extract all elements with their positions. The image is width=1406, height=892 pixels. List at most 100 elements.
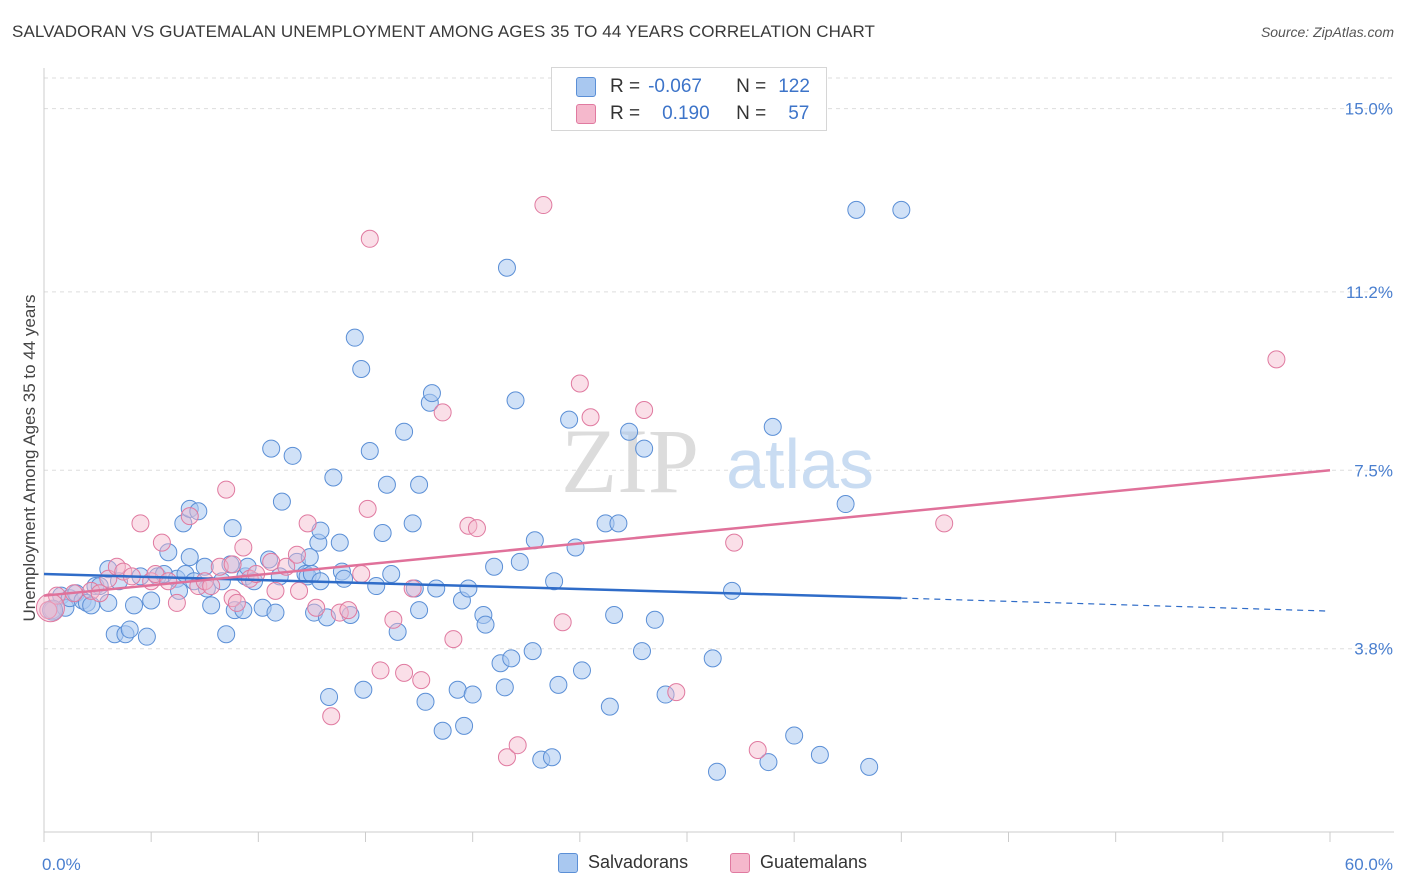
salvadorans-point [354,680,373,699]
salvadorans-point [523,642,542,661]
y-tick-label: 11.2% [1346,283,1393,302]
guatemalans-point-cluster [35,593,65,623]
salvadorans-point [416,692,435,711]
legend-n-label: N = [736,76,767,97]
guatemalans-point [725,533,744,552]
salvadorans-point [427,579,446,598]
guatemalans-point [935,514,954,533]
salvadorans-point [120,620,139,639]
salvadorans-point [506,391,525,410]
salvadorans-point [410,601,429,620]
salvadorans-point [502,649,521,668]
guatemalans-point [352,564,371,583]
legend-n-value: 122 [778,76,810,97]
salvadorans-point [262,439,281,458]
salvadorans-point [459,579,478,598]
salvadorans-point [572,661,591,680]
salvadorans-point [330,533,349,552]
salvadorans-point [860,757,879,776]
salvadorans-point [159,543,178,562]
guatemalans-point [395,663,414,682]
guatemalans-point [433,403,452,422]
legend-r-label: R = [610,76,641,97]
legend-item-guatemalans: Guatemalans [730,852,867,873]
salvadorans-point [455,716,474,735]
series-legend: Salvadorans Guatemalans [0,852,1406,876]
guatemalans-point [360,229,379,248]
guatemalans-point [322,707,341,726]
y-axis-label: Unemployment Among Ages 35 to 44 years [20,295,39,622]
salvadorans-point [892,200,911,219]
y-tick-label: 7.5% [1354,461,1393,480]
legend-n-value: 57 [788,103,810,124]
watermark: ZIP atlas [561,410,874,512]
salvadorans-point [410,475,429,494]
guatemalans-point [131,514,150,533]
salvadorans-point [785,726,804,745]
salvadorans-point-cluster [42,599,64,621]
salvadorans-point [549,675,568,694]
salvadorans-point [847,200,866,219]
guatemalans-point [534,196,553,215]
x-tick-label-right: 60.0% [1345,855,1393,874]
guatemalans-point [307,598,326,617]
chart-source: Source: ZipAtlas.com [1260,24,1394,40]
salvadorans-point [497,258,516,277]
salvadorans-point [360,442,379,460]
salvadorans-point [223,519,242,538]
salvadorans-point [545,572,564,591]
guatemalans-point [1267,350,1286,369]
salvadorans-point [810,745,829,764]
salvadorans-point [703,649,722,668]
salvadorans-point [217,625,236,644]
salvadorans-point [403,514,422,533]
salvadorans-point [377,475,396,494]
salvadorans-point [352,360,371,379]
guatemalans-point [262,552,281,571]
correlation-legend: R = -0.067 N = 122 R = 0.190 N = 57 [551,67,827,131]
salvadorans-point [656,685,675,704]
salvadorans-trend-extension [901,597,1331,612]
legend-row-guatemalans: R = 0.190 N = 57 [576,101,809,127]
guatemalans-point [167,593,186,612]
salvadorans-point [272,492,291,511]
salvadorans-point [645,610,664,629]
legend-swatch-guatemalans [730,852,750,873]
salvadorans-point [195,557,214,576]
guatemalans-point [217,480,236,499]
salvadorans-point [189,502,208,521]
salvadorans-point [723,581,742,600]
guatemalans-point [497,748,516,767]
salvadorans-point [763,417,782,436]
guatemalans-point [290,581,309,600]
guatemalans-point [39,601,58,620]
trend-lines [43,469,1331,612]
watermark-atlas: atlas [726,425,874,503]
legend-r-value: 0.190 [662,103,710,124]
guatemalans-point [223,555,242,574]
salvadorans-point [395,422,414,441]
salvadorans-point [600,697,619,716]
salvadorans-point [260,550,279,569]
salvadorans-point [605,605,624,624]
salvadorans-point [620,422,639,441]
x-tick-label-left: 0.0% [42,855,81,874]
salvadorans-point [180,548,199,567]
salvadorans-point [510,552,529,571]
salvadorans-point [382,564,401,583]
guatemalans-point [384,610,403,629]
legend-r-label: R = [610,103,641,124]
guatemalans-point [667,683,686,702]
tick-labels: 3.8% 7.5% 11.2% 15.0% 0.0% 60.0% [42,100,1393,874]
salvadorans-point [708,762,727,781]
legend-item-salvadorans: Salvadorans [558,852,688,873]
salvadorans-point [320,687,339,706]
guatemalans-point [287,545,306,564]
legend-label-guatemalans: Guatemalans [760,852,868,872]
salvadorans-points [42,200,911,781]
salvadorans-point [759,753,778,772]
salvadorans-point [485,557,504,576]
guatemalans-point [371,661,390,680]
salvadorans-point [324,468,343,487]
salvadorans-point [345,328,364,347]
